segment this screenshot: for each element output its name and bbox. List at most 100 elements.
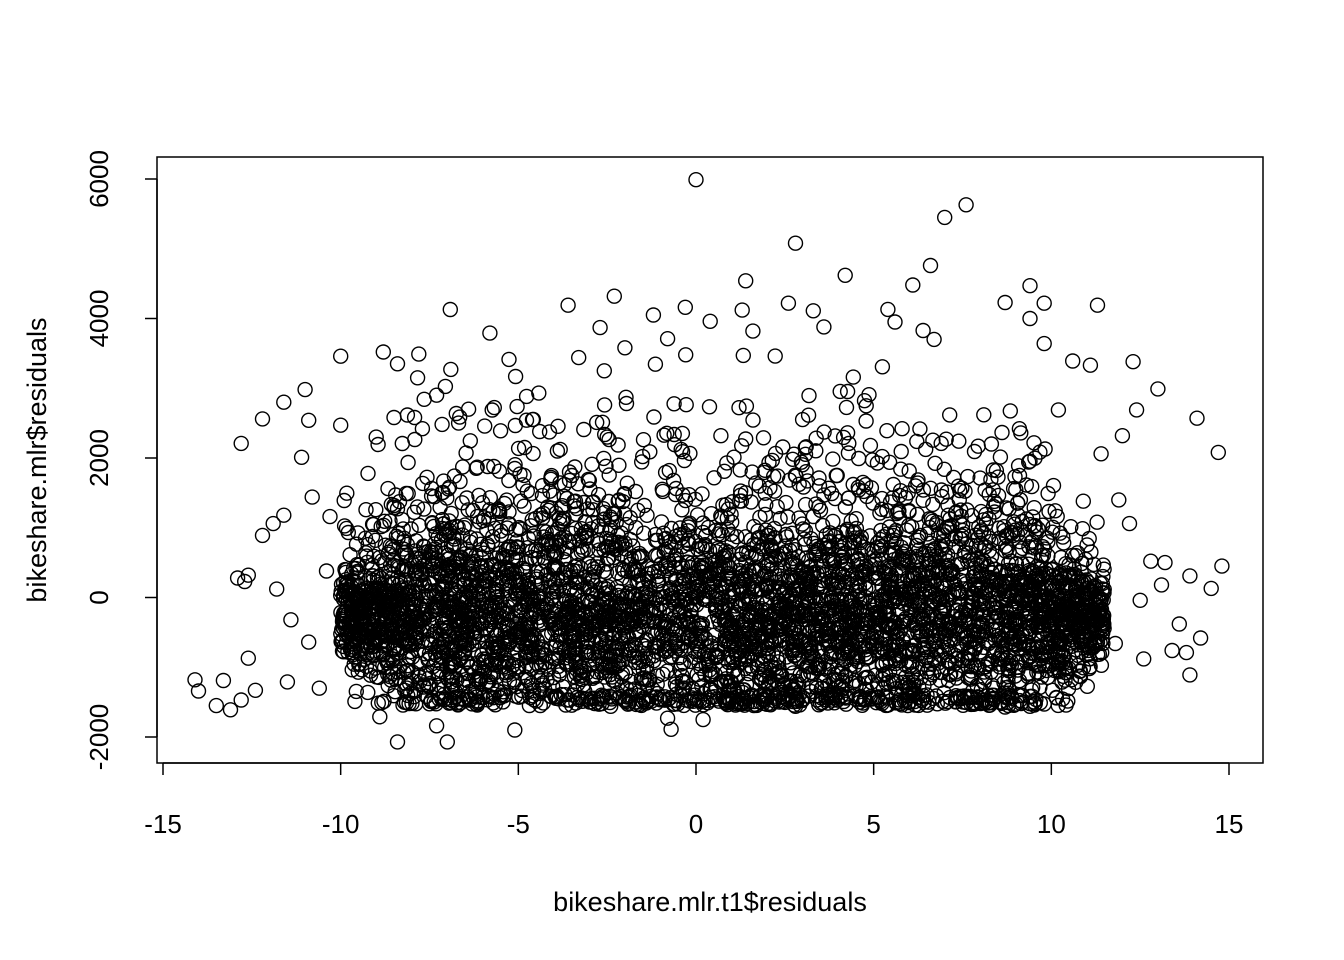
data-point <box>796 531 813 547</box>
data-point <box>848 678 864 694</box>
data-point <box>392 619 408 635</box>
data-point <box>972 644 988 660</box>
data-point <box>471 487 487 504</box>
data-point <box>426 694 442 710</box>
data-point <box>420 652 436 668</box>
data-point <box>653 597 669 613</box>
data-point <box>509 539 525 555</box>
data-point <box>1087 580 1103 597</box>
data-point <box>732 462 748 478</box>
data-point <box>443 538 459 554</box>
data-point <box>691 671 707 687</box>
data-point <box>382 513 398 529</box>
data-point <box>845 369 861 385</box>
data-point <box>647 638 664 654</box>
data-point <box>1047 662 1063 679</box>
data-point <box>407 550 424 566</box>
data-point <box>963 689 979 706</box>
data-point <box>350 609 366 625</box>
data-point <box>861 579 877 595</box>
data-point <box>950 584 967 600</box>
data-point <box>409 499 426 515</box>
data-point <box>399 536 415 553</box>
data-point <box>513 582 529 599</box>
data-point <box>374 553 390 569</box>
data-point <box>450 415 467 431</box>
data-point <box>1021 539 1037 555</box>
data-point <box>823 554 839 570</box>
data-point <box>747 627 763 644</box>
data-point <box>515 477 531 493</box>
data-point <box>602 522 618 538</box>
data-point <box>1058 659 1074 676</box>
data-point <box>647 356 664 372</box>
data-point <box>1067 674 1084 690</box>
data-point <box>628 654 644 671</box>
data-point <box>942 407 958 423</box>
data-point <box>568 695 584 711</box>
data-point <box>450 519 466 535</box>
data-point <box>711 693 727 709</box>
data-point <box>423 480 440 497</box>
data-point <box>367 532 384 548</box>
data-point <box>561 472 578 489</box>
data-point <box>825 513 841 530</box>
data-point <box>731 400 747 416</box>
data-point <box>811 470 827 486</box>
data-point <box>469 693 486 709</box>
data-point <box>766 468 782 484</box>
data-point <box>672 661 688 678</box>
data-point <box>695 591 712 607</box>
data-point <box>706 470 722 486</box>
data-point <box>886 638 902 654</box>
data-point <box>346 656 362 672</box>
data-point <box>486 399 502 416</box>
data-point <box>808 443 824 459</box>
data-point <box>501 504 517 520</box>
data-point <box>970 529 987 546</box>
data-point <box>580 471 596 488</box>
data-point <box>746 693 762 710</box>
data-point <box>368 502 384 518</box>
data-point <box>647 613 663 629</box>
data-point <box>833 525 850 541</box>
data-point <box>996 633 1012 649</box>
data-point <box>920 694 937 710</box>
data-point <box>491 502 507 518</box>
data-point <box>909 506 925 523</box>
data-point <box>501 664 517 680</box>
data-point <box>610 437 626 453</box>
data-point <box>377 537 393 553</box>
data-point <box>501 351 517 368</box>
data-point <box>864 635 880 651</box>
data-point <box>973 615 989 631</box>
data-point <box>533 657 550 673</box>
data-point <box>489 597 505 613</box>
data-point <box>674 626 691 642</box>
data-point <box>434 581 450 597</box>
data-point <box>1083 571 1099 587</box>
data-point <box>846 621 862 637</box>
data-point <box>723 526 740 542</box>
data-point <box>630 502 646 518</box>
data-point <box>767 445 784 462</box>
data-point <box>758 497 774 513</box>
data-point <box>965 552 981 568</box>
data-point <box>662 690 678 706</box>
data-point <box>461 585 478 602</box>
data-point <box>382 557 399 573</box>
data-point <box>613 647 630 664</box>
data-point <box>945 469 962 486</box>
data-point <box>808 677 825 694</box>
data-point <box>413 565 429 581</box>
data-point <box>534 667 550 683</box>
data-point <box>681 487 697 503</box>
data-point <box>605 505 621 522</box>
data-point <box>1033 547 1050 564</box>
data-point <box>748 475 764 491</box>
data-point <box>979 615 995 631</box>
data-point <box>829 692 846 708</box>
data-point <box>752 562 768 579</box>
data-point <box>879 423 895 439</box>
data-point <box>833 539 849 556</box>
